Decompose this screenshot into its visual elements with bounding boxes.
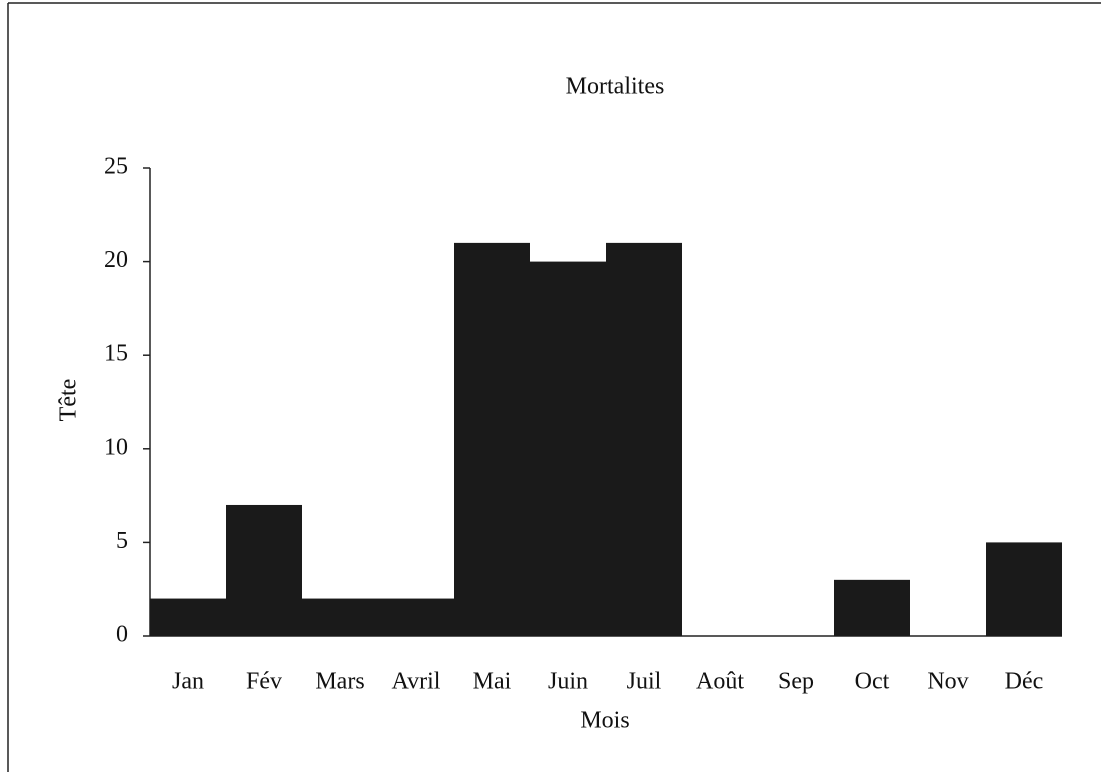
x-tick-label: Jan xyxy=(172,669,204,695)
chart-title: Mortalites xyxy=(566,74,665,100)
x-tick-label: Oct xyxy=(855,669,890,695)
x-tick-label: Juin xyxy=(548,669,588,695)
y-tick-label: 25 xyxy=(104,154,128,180)
bar xyxy=(302,598,378,636)
x-tick-label: Avril xyxy=(392,669,441,695)
bar xyxy=(530,261,606,636)
y-axis-label: Tête xyxy=(56,379,82,422)
bar xyxy=(834,579,910,636)
x-axis-label: Mois xyxy=(580,708,629,734)
x-tick-label: Mai xyxy=(473,669,512,695)
x-tick-label: Fév xyxy=(246,669,282,695)
x-tick-label: Août xyxy=(696,669,744,695)
bar xyxy=(606,242,682,636)
y-tick-label: 0 xyxy=(116,622,128,648)
bar xyxy=(150,598,226,636)
bar xyxy=(454,242,530,636)
y-tick-label: 15 xyxy=(104,341,128,367)
x-tick-label: Sep xyxy=(778,669,814,695)
x-tick-label: Nov xyxy=(927,669,968,695)
bar xyxy=(986,542,1062,636)
x-tick-label: Déc xyxy=(1005,669,1044,695)
x-tick-label: Mars xyxy=(315,669,364,695)
y-tick-label: 10 xyxy=(104,434,128,460)
bar xyxy=(226,504,302,636)
y-tick-label: 20 xyxy=(104,247,128,273)
x-tick-label: Juil xyxy=(627,669,662,695)
bar xyxy=(378,598,454,636)
y-tick-label: 5 xyxy=(116,528,128,554)
